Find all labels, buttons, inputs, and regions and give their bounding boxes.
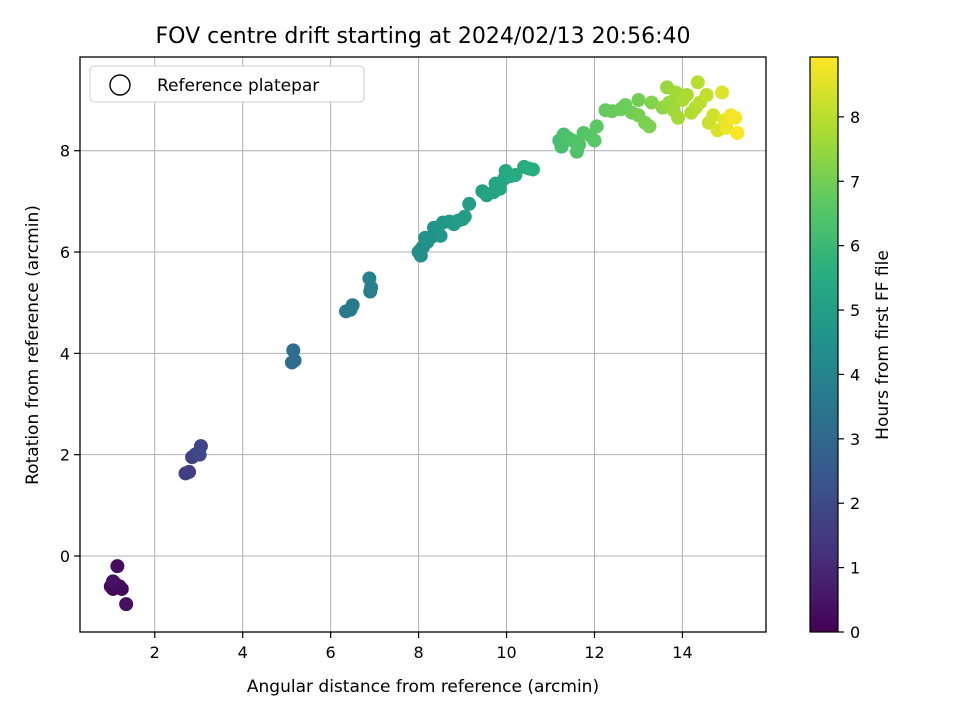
- colorbar-tick-label: 2: [850, 494, 860, 513]
- y-tick-label: 8: [60, 142, 70, 161]
- colorbar-tick-label: 5: [850, 301, 860, 320]
- data-point: [706, 108, 721, 123]
- data-point: [631, 93, 646, 108]
- chart-title: FOV centre drift starting at 2024/02/13 …: [156, 24, 691, 49]
- x-tick-label: 6: [326, 643, 336, 662]
- data-point: [715, 85, 730, 100]
- data-point: [572, 137, 587, 152]
- data-point: [690, 75, 705, 90]
- x-tick-label: 14: [672, 643, 692, 662]
- data-point: [587, 133, 602, 148]
- plot-frame: [79, 56, 767, 633]
- data-point: [433, 228, 448, 243]
- data-point: [455, 212, 470, 227]
- colorbar-tick-label: 0: [850, 623, 860, 642]
- x-axis-ticks: 2 4 6 8 10 12 14: [150, 632, 693, 662]
- colorbar-tick-label: 7: [850, 172, 860, 191]
- data-point: [362, 271, 377, 286]
- legend-hollow-circle-icon: [109, 74, 131, 96]
- y-axis-ticks: 0 2 4 6 8: [60, 142, 80, 566]
- data-point: [462, 196, 477, 211]
- x-axis-label: Angular distance from reference (arcmin): [247, 677, 599, 697]
- data-point: [644, 95, 659, 110]
- grid-lines: [80, 57, 766, 632]
- x-tick-label: 2: [150, 643, 160, 662]
- data-point: [719, 120, 734, 135]
- data-points: [103, 75, 745, 612]
- y-axis-label: Rotation from reference (arcmin): [23, 205, 43, 485]
- data-point: [730, 125, 745, 140]
- colorbar-tick-label: 4: [850, 365, 860, 384]
- data-point: [699, 87, 714, 102]
- data-point: [192, 447, 207, 462]
- data-point: [345, 298, 360, 313]
- legend-entry-reference-platepar: Reference platepar: [157, 76, 319, 96]
- y-tick-label: 4: [60, 344, 70, 363]
- data-point: [110, 559, 125, 574]
- colorbar: 0 1 2 3 4 5 6 7 8 Hours from first FF file: [809, 56, 893, 642]
- data-point: [105, 574, 120, 589]
- data-point: [182, 464, 197, 479]
- data-point: [119, 597, 134, 612]
- y-tick-label: 2: [60, 446, 70, 465]
- data-point: [642, 119, 657, 134]
- colorbar-tick-label: 8: [850, 108, 860, 127]
- x-tick-label: 10: [496, 643, 516, 662]
- y-tick-label: 0: [60, 547, 70, 566]
- colorbar-tick-label: 6: [850, 237, 860, 256]
- x-tick-label: 8: [414, 643, 424, 662]
- y-tick-label: 6: [60, 243, 70, 262]
- colorbar-tick-label: 3: [850, 430, 860, 449]
- data-point: [525, 162, 540, 177]
- data-point: [508, 168, 523, 183]
- data-point: [679, 87, 694, 102]
- colorbar-gradient: [809, 56, 839, 633]
- data-point: [671, 110, 686, 125]
- x-tick-label: 12: [584, 643, 604, 662]
- data-point: [589, 119, 604, 134]
- data-point: [286, 343, 301, 358]
- colorbar-tick-label: 1: [850, 559, 860, 578]
- data-point: [728, 110, 743, 125]
- legend: Reference platepar: [89, 65, 365, 103]
- colorbar-label: Hours from first FF file: [873, 250, 893, 440]
- colorbar-ticks: 0 1 2 3 4 5 6 7 8: [838, 108, 860, 642]
- x-tick-label: 4: [238, 643, 248, 662]
- legend-box: [89, 65, 365, 103]
